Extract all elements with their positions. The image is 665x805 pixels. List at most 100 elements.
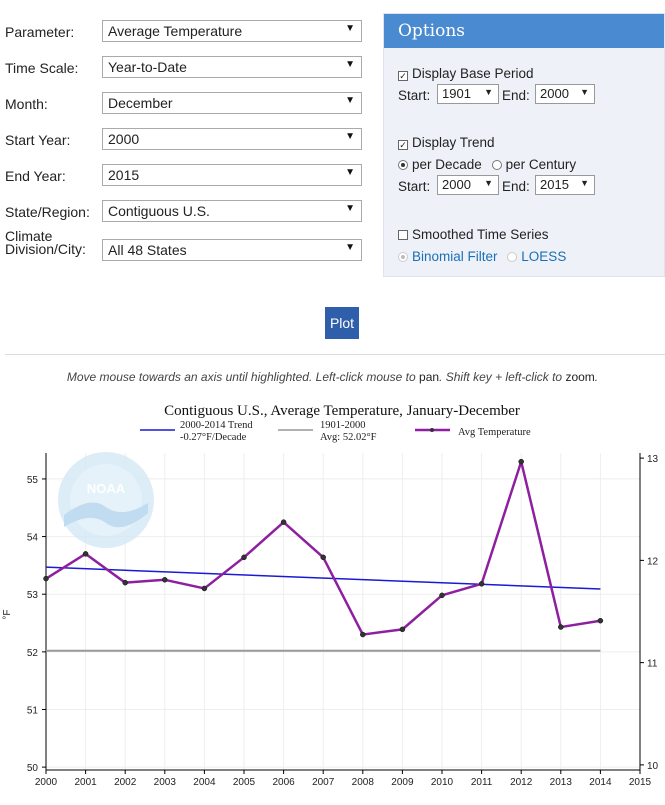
- plot-button[interactable]: Plot: [325, 307, 359, 339]
- per-decade-label: per Decade: [412, 157, 482, 172]
- time-scale-select[interactable]: Year-to-Date ▼: [102, 56, 362, 78]
- trend-end-select[interactable]: 2015 ▼: [535, 175, 595, 195]
- climate-division-select[interactable]: All 48 States ▼: [102, 239, 362, 261]
- radio-unselected-icon[interactable]: [507, 252, 518, 262]
- chevron-down-icon: ▼: [345, 242, 355, 253]
- data-point: [558, 624, 564, 630]
- per-century-option[interactable]: per Century: [491, 157, 577, 172]
- chevron-down-icon: ▼: [580, 178, 589, 188]
- trend-end-label: End:: [502, 179, 530, 194]
- y-axis-label: °F: [2, 609, 13, 619]
- end-year-value: 2015: [108, 167, 140, 183]
- end-year-select[interactable]: 2015 ▼: [102, 164, 362, 186]
- data-point: [43, 575, 49, 582]
- x-tick-label: 2010: [431, 777, 454, 788]
- trend-end-value: 2015: [540, 177, 569, 192]
- x-tick-label: 2000: [35, 777, 58, 788]
- x-tick-label: 2006: [272, 777, 295, 788]
- climate-division-value: All 48 States: [108, 242, 187, 258]
- instructions-part3: .: [594, 370, 599, 384]
- base-end-select[interactable]: 2000 ▼: [535, 84, 595, 104]
- checkbox-checked-icon[interactable]: ✓: [398, 71, 408, 81]
- state-region-label: State/Region:: [5, 204, 90, 220]
- y-tick-label: 54: [27, 533, 39, 544]
- radio-selected-icon[interactable]: [398, 160, 408, 170]
- divider: [5, 354, 665, 355]
- x-tick-label: 2011: [471, 777, 493, 788]
- trend-start-select[interactable]: 2000 ▼: [437, 175, 499, 195]
- chevron-down-icon: ▼: [345, 23, 355, 34]
- binomial-label: Binomial Filter: [412, 249, 498, 264]
- instructions-zoom: zoom: [565, 370, 595, 384]
- binomial-option[interactable]: Binomial Filter: [398, 249, 498, 264]
- data-point: [597, 617, 604, 624]
- noaa-logo-wave: [64, 502, 148, 528]
- data-point: [122, 579, 128, 586]
- checkbox-unchecked-icon[interactable]: [398, 230, 408, 240]
- legend-label: 2000-2014 Trend: [180, 420, 253, 431]
- radio-selected-icon[interactable]: [398, 252, 408, 262]
- x-tick-label: 2005: [233, 777, 256, 788]
- base-start-select[interactable]: 1901 ▼: [437, 84, 499, 104]
- data-point: [478, 581, 485, 587]
- x-tick-label: 2002: [114, 777, 137, 788]
- per-decade-option[interactable]: per Decade: [398, 157, 482, 172]
- state-region-select[interactable]: Contiguous U.S. ▼: [102, 200, 362, 222]
- x-tick-label: 2012: [510, 777, 533, 788]
- y-tick-label: 53: [27, 590, 39, 601]
- chevron-down-icon: ▼: [484, 87, 493, 97]
- y-tick-label: 50: [27, 763, 39, 774]
- parameter-row: Parameter: Average Temperature ▼: [0, 20, 365, 50]
- radio-unselected-icon[interactable]: [491, 160, 502, 170]
- base-end-label: End:: [502, 88, 530, 103]
- state-region-row: State/Region: Contiguous U.S. ▼: [0, 200, 365, 230]
- climate-division-label-line2: Division/City:: [5, 241, 86, 257]
- per-century-label: per Century: [505, 157, 577, 172]
- legend-sublabel: -0.27°F/Decade: [180, 432, 247, 443]
- legend-marker: [430, 428, 434, 432]
- legend-label: 1901-2000: [320, 420, 366, 431]
- x-tick-label: 2003: [154, 777, 177, 788]
- x-tick-label: 2008: [352, 777, 375, 788]
- noaa-logo-text: NOAA: [87, 481, 126, 496]
- month-select[interactable]: December ▼: [102, 92, 362, 114]
- display-base-period-option[interactable]: ✓ Display Base Period: [398, 66, 534, 81]
- data-point: [201, 585, 208, 592]
- parameter-value: Average Temperature: [108, 23, 243, 39]
- smoothed-option[interactable]: Smoothed Time Series: [398, 227, 549, 242]
- end-year-row: End Year: 2015 ▼: [0, 164, 365, 194]
- x-tick-label: 2001: [74, 777, 97, 788]
- start-year-label: Start Year:: [5, 132, 71, 148]
- display-trend-option[interactable]: ✓ Display Trend: [398, 135, 495, 150]
- start-year-select[interactable]: 2000 ▼: [102, 128, 362, 150]
- options-panel: Options ✓ Display Base Period Start: 1901…: [383, 13, 665, 277]
- trend-start-label: Start:: [398, 179, 431, 194]
- chevron-down-icon: ▼: [345, 167, 355, 178]
- legend-label: Avg Temperature: [458, 427, 531, 438]
- data-point: [360, 631, 366, 638]
- base-period-range: Start:: [398, 88, 430, 103]
- trend-line: [45, 566, 601, 590]
- base-start-value: 1901: [442, 86, 471, 101]
- loess-label: LOESS: [521, 249, 567, 264]
- trend-range: Start:: [398, 179, 430, 194]
- data-point: [518, 458, 524, 465]
- trend-start-value: 2000: [442, 177, 471, 192]
- start-year-value: 2000: [108, 131, 140, 147]
- time-scale-value: Year-to-Date: [108, 59, 187, 75]
- climate-division-row: Climate Division/City: All 48 States ▼: [0, 229, 365, 263]
- chevron-down-icon: ▼: [345, 59, 355, 70]
- parameter-select[interactable]: Average Temperature ▼: [102, 20, 362, 42]
- checkbox-checked-icon[interactable]: ✓: [398, 140, 408, 150]
- x-tick-label: 2009: [391, 777, 414, 788]
- loess-option[interactable]: LOESS: [507, 249, 566, 264]
- right-y-tick-label: 10: [647, 761, 659, 772]
- state-region-value: Contiguous U.S.: [108, 203, 210, 219]
- data-point: [241, 554, 247, 561]
- data-point: [399, 626, 406, 633]
- x-tick-label: 2007: [312, 777, 335, 788]
- smoothed-label: Smoothed Time Series: [412, 227, 549, 242]
- month-row: Month: December ▼: [0, 92, 365, 122]
- data-point: [280, 519, 287, 525]
- temperature-chart[interactable]: Contiguous U.S., Average Temperature, Ja…: [0, 395, 665, 805]
